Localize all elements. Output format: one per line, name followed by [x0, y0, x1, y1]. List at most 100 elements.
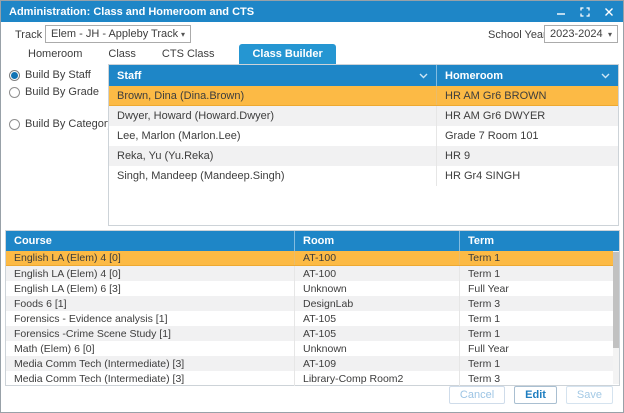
footer-actions: Cancel Edit Save: [448, 386, 613, 404]
window-controls: [555, 6, 615, 18]
room-cell: AT-100: [295, 251, 460, 265]
room-cell: AT-105: [295, 326, 460, 341]
term-cell: Full Year: [468, 282, 509, 295]
staff-cell: Brown, Dina (Dina.Brown): [109, 86, 437, 105]
term-cell: Term 1: [468, 312, 501, 325]
homeroom-cell: HR 9: [445, 150, 471, 162]
close-button[interactable]: [603, 6, 615, 18]
tab-class[interactable]: Class: [108, 48, 136, 60]
term-cell: Term 1: [468, 252, 501, 264]
column-header-label: Term: [468, 235, 495, 247]
column-header-homeroom[interactable]: Homeroom: [437, 65, 618, 86]
radio-build-by-staff[interactable]: Build By Staff: [9, 69, 91, 81]
course-cell: English LA (Elem) 6 [3]: [6, 281, 295, 296]
term-cell: Term 1: [468, 267, 501, 280]
column-header-term[interactable]: Term: [460, 231, 619, 251]
course-cell: Foods 6 [1]: [6, 296, 295, 311]
tab-class-builder[interactable]: Class Builder: [239, 44, 336, 64]
column-header-staff[interactable]: Staff: [109, 65, 437, 86]
room-cell: AT-109: [295, 356, 460, 371]
scrollbar-thumb[interactable]: [613, 252, 619, 348]
save-button[interactable]: Save: [565, 386, 613, 404]
radio-label: Build By Category: [25, 118, 114, 130]
course-table-row[interactable]: English LA (Elem) 4 [0] AT-100 Term 1: [6, 266, 619, 281]
course-table-row[interactable]: English LA (Elem) 4 [0] AT-100 Term 1: [6, 251, 619, 266]
school-year-select-value: 2023-2024: [550, 28, 603, 40]
tab-bar: Homeroom Class CTS Class Class Builder: [1, 44, 623, 64]
radio-build-by-category[interactable]: Build By Category: [9, 118, 113, 130]
column-header-room[interactable]: Room: [295, 231, 460, 251]
course-table-row[interactable]: English LA (Elem) 6 [3] Unknown Full Yea…: [6, 281, 619, 296]
term-cell: Term 1: [468, 357, 501, 370]
school-year-label: School Year: [488, 29, 547, 41]
term-cell: Term 3: [468, 372, 501, 385]
column-header-label: Room: [303, 235, 335, 247]
chevron-down-icon: ▾: [607, 29, 612, 39]
track-label: Track: [15, 29, 43, 41]
course-table-row[interactable]: Forensics - Evidence analysis [1] AT-105…: [6, 311, 619, 326]
course-table-header: Course Room Term: [6, 231, 619, 251]
vertical-scrollbar[interactable]: [613, 251, 619, 384]
minimize-icon: [557, 12, 565, 15]
radio-unselected-icon: [9, 118, 20, 130]
toolbar: Track Elem - JH - Appleby Track ▾ School…: [1, 22, 623, 46]
room-cell: Library-Comp Room2: [295, 371, 460, 386]
minimize-button[interactable]: [555, 6, 567, 18]
homeroom-cell: HR AM Gr6 BROWN: [445, 89, 547, 102]
radio-label: Build By Staff: [25, 69, 91, 81]
maximize-icon: [580, 6, 590, 17]
radio-selected-icon: [9, 69, 20, 81]
tab-cts-class[interactable]: CTS Class: [161, 48, 215, 60]
course-table-row[interactable]: Foods 6 [1] DesignLab Term 3: [6, 296, 619, 311]
cancel-button[interactable]: Cancel: [448, 386, 506, 404]
course-cell: Media Comm Tech (Intermediate) [3]: [6, 356, 295, 371]
staff-cell: Dwyer, Howard (Howard.Dwyer): [109, 106, 437, 126]
room-cell: AT-105: [295, 311, 460, 326]
course-table-row[interactable]: Math (Elem) 6 [0] Unknown Full Year: [6, 341, 619, 356]
course-table-row[interactable]: Media Comm Tech (Intermediate) [3] Libra…: [6, 371, 619, 386]
staff-cell: Lee, Marlon (Marlon.Lee): [109, 126, 437, 146]
column-header-label: Course: [14, 235, 52, 247]
staff-table: Staff Homeroom Brown, Dina (Dina.Brown) …: [108, 64, 619, 226]
staff-table-row[interactable]: Brown, Dina (Dina.Brown) HR AM Gr6 BROWN: [109, 86, 618, 106]
window-title: Administration: Class and Homeroom and C…: [9, 5, 255, 18]
staff-table-row[interactable]: Dwyer, Howard (Howard.Dwyer) HR AM Gr6 D…: [109, 106, 618, 126]
homeroom-cell: Grade 7 Room 101: [445, 130, 539, 142]
chevron-down-icon: ▾: [180, 29, 185, 39]
course-cell: Forensics - Evidence analysis [1]: [6, 311, 295, 326]
tab-homeroom[interactable]: Homeroom: [28, 48, 83, 60]
homeroom-cell: HR AM Gr6 DWYER: [445, 110, 546, 122]
column-header-course[interactable]: Course: [6, 231, 295, 251]
track-select[interactable]: Elem - JH - Appleby Track ▾: [45, 25, 191, 43]
room-cell: Unknown: [295, 281, 460, 296]
school-year-select[interactable]: 2023-2024 ▾: [544, 25, 618, 43]
staff-table-row[interactable]: Singh, Mandeep (Mandeep.Singh) HR Gr4 SI…: [109, 166, 618, 186]
staff-table-row[interactable]: Reka, Yu (Yu.Reka) HR 9: [109, 146, 618, 166]
title-bar: Administration: Class and Homeroom and C…: [1, 1, 623, 22]
term-cell: Term 3: [468, 297, 501, 310]
radio-unselected-icon: [9, 86, 20, 98]
staff-cell: Reka, Yu (Yu.Reka): [109, 146, 437, 166]
course-cell: English LA (Elem) 4 [0]: [6, 251, 295, 265]
track-select-value: Elem - JH - Appleby Track: [51, 28, 179, 40]
staff-cell: Singh, Mandeep (Mandeep.Singh): [109, 166, 437, 186]
course-cell: English LA (Elem) 4 [0]: [6, 266, 295, 281]
course-table-row[interactable]: Forensics -Crime Scene Study [1] AT-105 …: [6, 326, 619, 341]
radio-build-by-grade[interactable]: Build By Grade: [9, 86, 99, 98]
chevron-down-icon: [419, 73, 428, 78]
course-table: Course Room Term English LA (Elem) 4 [0]…: [5, 230, 620, 386]
maximize-button[interactable]: [579, 6, 591, 18]
term-cell: Full Year: [468, 342, 509, 355]
close-icon: [605, 7, 613, 16]
edit-button[interactable]: Edit: [514, 386, 557, 404]
room-cell: AT-100: [295, 266, 460, 281]
homeroom-cell: HR Gr4 SINGH: [445, 170, 521, 182]
radio-label: Build By Grade: [25, 86, 99, 98]
staff-table-row[interactable]: Lee, Marlon (Marlon.Lee) Grade 7 Room 10…: [109, 126, 618, 146]
column-header-label: Staff: [117, 69, 142, 82]
room-cell: Unknown: [295, 341, 460, 356]
course-table-row[interactable]: Media Comm Tech (Intermediate) [3] AT-10…: [6, 356, 619, 371]
course-cell: Forensics -Crime Scene Study [1]: [6, 326, 295, 341]
chevron-down-icon: [601, 73, 610, 78]
